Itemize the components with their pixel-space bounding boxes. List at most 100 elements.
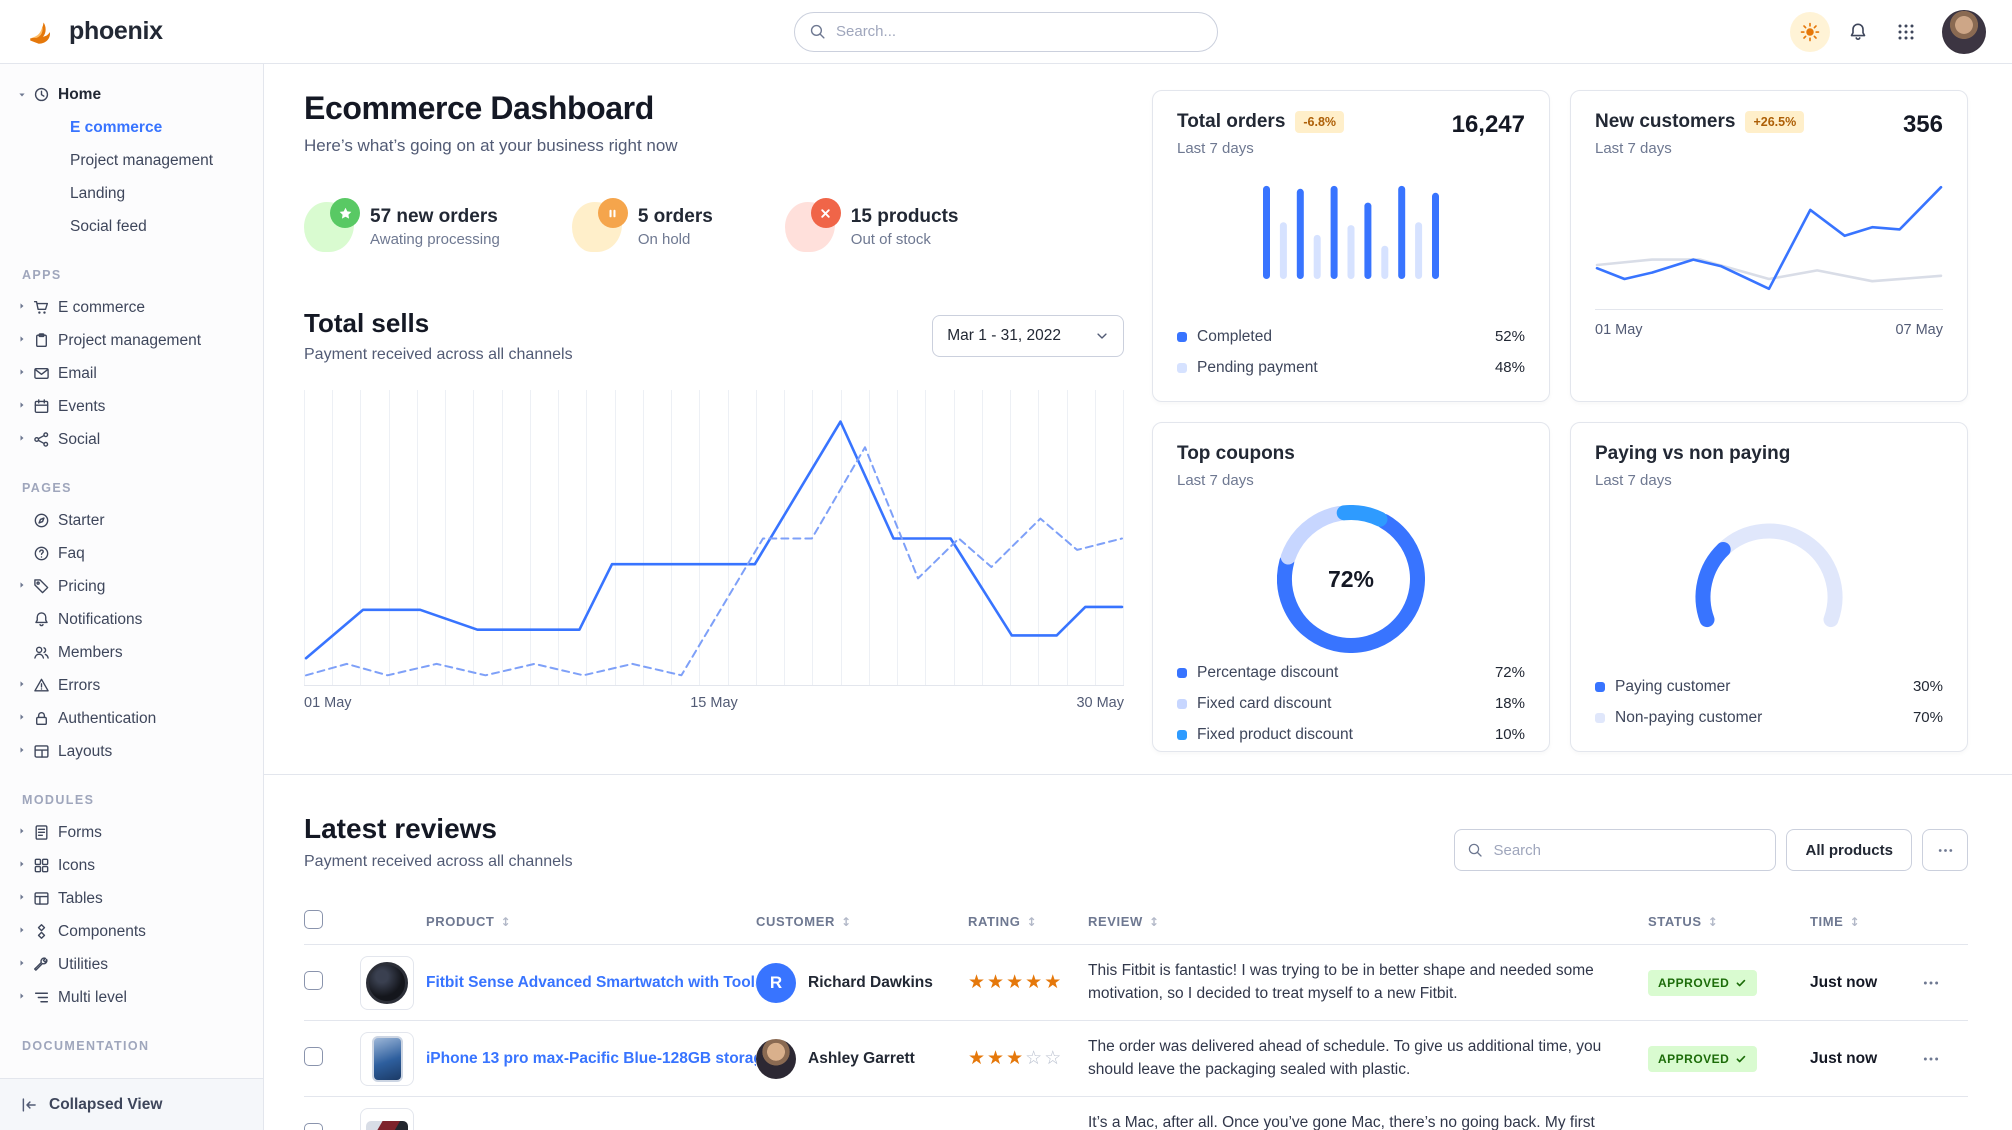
- legend-item: Paying customer 30%: [1595, 673, 1943, 700]
- column-header-rating[interactable]: RATING ↕: [968, 914, 1038, 929]
- envelope-icon: [33, 365, 58, 382]
- components-icon: [33, 923, 58, 940]
- sidebar-item-forms[interactable]: Forms: [16, 816, 253, 849]
- sort-icon: ↕: [1026, 914, 1038, 929]
- sidebar-item-project-management[interactable]: Project management: [16, 324, 253, 357]
- table-row: iPhone 13 pro max-Pacific Blue-128GB sto…: [304, 1021, 1968, 1097]
- global-search[interactable]: [794, 11, 1218, 52]
- product-image-macbook[interactable]: [360, 1107, 414, 1130]
- total-sells-title: Total sells: [304, 308, 430, 338]
- legend-item: Pending payment 48%: [1177, 354, 1525, 381]
- caret-right-icon: [16, 332, 33, 350]
- stat-caption: Awating processing: [370, 231, 500, 248]
- caret-right-icon: [16, 743, 33, 761]
- legend-value: 52%: [1494, 328, 1525, 345]
- grid-icon: [1896, 22, 1916, 42]
- sort-icon: ↕: [1148, 914, 1160, 929]
- sidebar-item-components[interactable]: Components: [16, 915, 253, 948]
- sidebar-item-errors[interactable]: Errors: [16, 669, 253, 702]
- caret-down-icon: [16, 89, 33, 101]
- customer-cell[interactable]: Ashley Garrett: [756, 1038, 968, 1079]
- column-header-product[interactable]: PRODUCT ↕: [426, 914, 512, 929]
- table-row: It’s a Mac, after all. Once you’ve gone …: [304, 1097, 1968, 1130]
- product-link[interactable]: Fitbit Sense Advanced Smartwatch with To…: [426, 973, 756, 991]
- customer-cell[interactable]: R Richard Dawkins: [756, 962, 968, 1003]
- sidebar-item-email[interactable]: Email: [16, 357, 253, 390]
- legend-item: Percentage discount 72%: [1177, 659, 1525, 686]
- status-badge: APPROVED: [1648, 1045, 1758, 1072]
- stat-caption: On hold: [637, 231, 691, 248]
- sidebar-item-pricing[interactable]: Pricing: [16, 570, 253, 603]
- caret-right-icon: [16, 989, 33, 1007]
- caret-right-icon: [16, 398, 33, 416]
- sidebar-item-multi-level[interactable]: Multi level: [16, 981, 253, 1014]
- legend-label: Pending payment: [1197, 358, 1318, 376]
- reviews-subtitle: Payment received across all channels: [304, 853, 573, 870]
- reviews-search-input[interactable]: [1493, 841, 1764, 859]
- column-header-time[interactable]: TIME ↕: [1810, 914, 1861, 929]
- sidebar-item-notifications[interactable]: Notifications: [16, 603, 253, 636]
- sidebar-subitem-social-feed[interactable]: Social feed: [70, 217, 147, 235]
- row-checkbox[interactable]: [304, 1046, 360, 1071]
- paying-legend: Paying customer 30% Non-paying customer 70%: [1595, 673, 1943, 731]
- card-period: Last 7 days: [1177, 140, 1254, 157]
- row-actions-button[interactable]: [1922, 1050, 1968, 1068]
- product-link[interactable]: iPhone 13 pro max-Pacific Blue-128GB sto…: [426, 1049, 756, 1067]
- sidebar-item-members[interactable]: Members: [16, 636, 253, 669]
- icons-grid-icon: [33, 857, 58, 874]
- sidebar-item-layouts[interactable]: Layouts: [16, 735, 253, 768]
- date-range-select[interactable]: Mar 1 - 31, 2022: [932, 315, 1124, 357]
- clipboard-icon: [33, 332, 58, 349]
- row-actions-button[interactable]: [1922, 1126, 1968, 1130]
- stats-row: 57 new orders Awating processing 5 orders O…: [304, 198, 1124, 252]
- sidebar-item-home[interactable]: Home: [16, 78, 253, 111]
- kpi-cards: Total orders -6.8% Last 7 days 16,247 Co…: [1152, 90, 1968, 752]
- caret-right-icon: [16, 431, 33, 449]
- column-header-customer[interactable]: CUSTOMER ↕: [756, 914, 852, 929]
- navbar-actions: [1790, 9, 1986, 54]
- stat-value: 57 new orders: [370, 206, 498, 227]
- rating-stars: ★ ★ ★ ★ ★: [968, 971, 1062, 993]
- card-value: 16,247: [1451, 111, 1525, 138]
- legend-swatch: [1177, 331, 1187, 342]
- reviews-more-button[interactable]: [1922, 829, 1968, 871]
- user-avatar[interactable]: [1942, 9, 1986, 54]
- search-input[interactable]: [836, 23, 1203, 40]
- sidebar-item-starter[interactable]: Starter: [16, 504, 253, 537]
- sidebar-item-e-commerce[interactable]: E commerce: [16, 291, 253, 324]
- column-header-status[interactable]: STATUS ↕: [1648, 914, 1719, 929]
- sidebar-subitem-project-management[interactable]: Project management: [70, 151, 214, 169]
- sidebar-item-icons[interactable]: Icons: [16, 849, 253, 882]
- legend-item: Non-paying customer 70%: [1595, 704, 1943, 731]
- legend-value: 10%: [1494, 726, 1525, 743]
- brand-name: phoenix: [69, 17, 163, 45]
- reviews-search[interactable]: [1454, 829, 1777, 871]
- apps-menu-button[interactable]: [1886, 12, 1926, 52]
- sidebar-item-faq[interactable]: Faq: [16, 537, 253, 570]
- theme-toggle-button[interactable]: [1790, 11, 1830, 52]
- ellipsis-icon: [1937, 842, 1954, 859]
- sidebar-item-social[interactable]: Social: [16, 423, 253, 456]
- select-all-checkbox[interactable]: [304, 909, 360, 934]
- row-actions-button[interactable]: [1922, 974, 1968, 992]
- sidebar-subitem-landing[interactable]: Landing: [70, 184, 126, 202]
- column-header-review[interactable]: REVIEW ↕: [1088, 914, 1160, 929]
- brand[interactable]: phoenix: [26, 15, 262, 49]
- sidebar-subitem-e-commerce[interactable]: E commerce: [70, 118, 163, 136]
- legend-label: Paying customer: [1615, 677, 1731, 695]
- status-cell: APPROVED: [1648, 1045, 1810, 1072]
- collapsed-view-toggle[interactable]: Collapsed View: [0, 1078, 263, 1130]
- row-checkbox[interactable]: [304, 1122, 360, 1130]
- product-image-iphone[interactable]: [360, 1031, 414, 1086]
- row-checkbox[interactable]: [304, 970, 360, 995]
- notifications-button[interactable]: [1838, 12, 1878, 52]
- sidebar-item-tables[interactable]: Tables: [16, 882, 253, 915]
- sidebar-item-events[interactable]: Events: [16, 390, 253, 423]
- product-image-watch[interactable]: [360, 955, 414, 1010]
- all-products-filter-button[interactable]: All products: [1786, 829, 1912, 871]
- sidebar-item-authentication[interactable]: Authentication: [16, 702, 253, 735]
- legend-swatch: [1595, 681, 1605, 692]
- sidebar-item-utilities[interactable]: Utilities: [16, 948, 253, 981]
- status-cell: APPROVED: [1648, 969, 1810, 996]
- legend-swatch: [1177, 698, 1187, 709]
